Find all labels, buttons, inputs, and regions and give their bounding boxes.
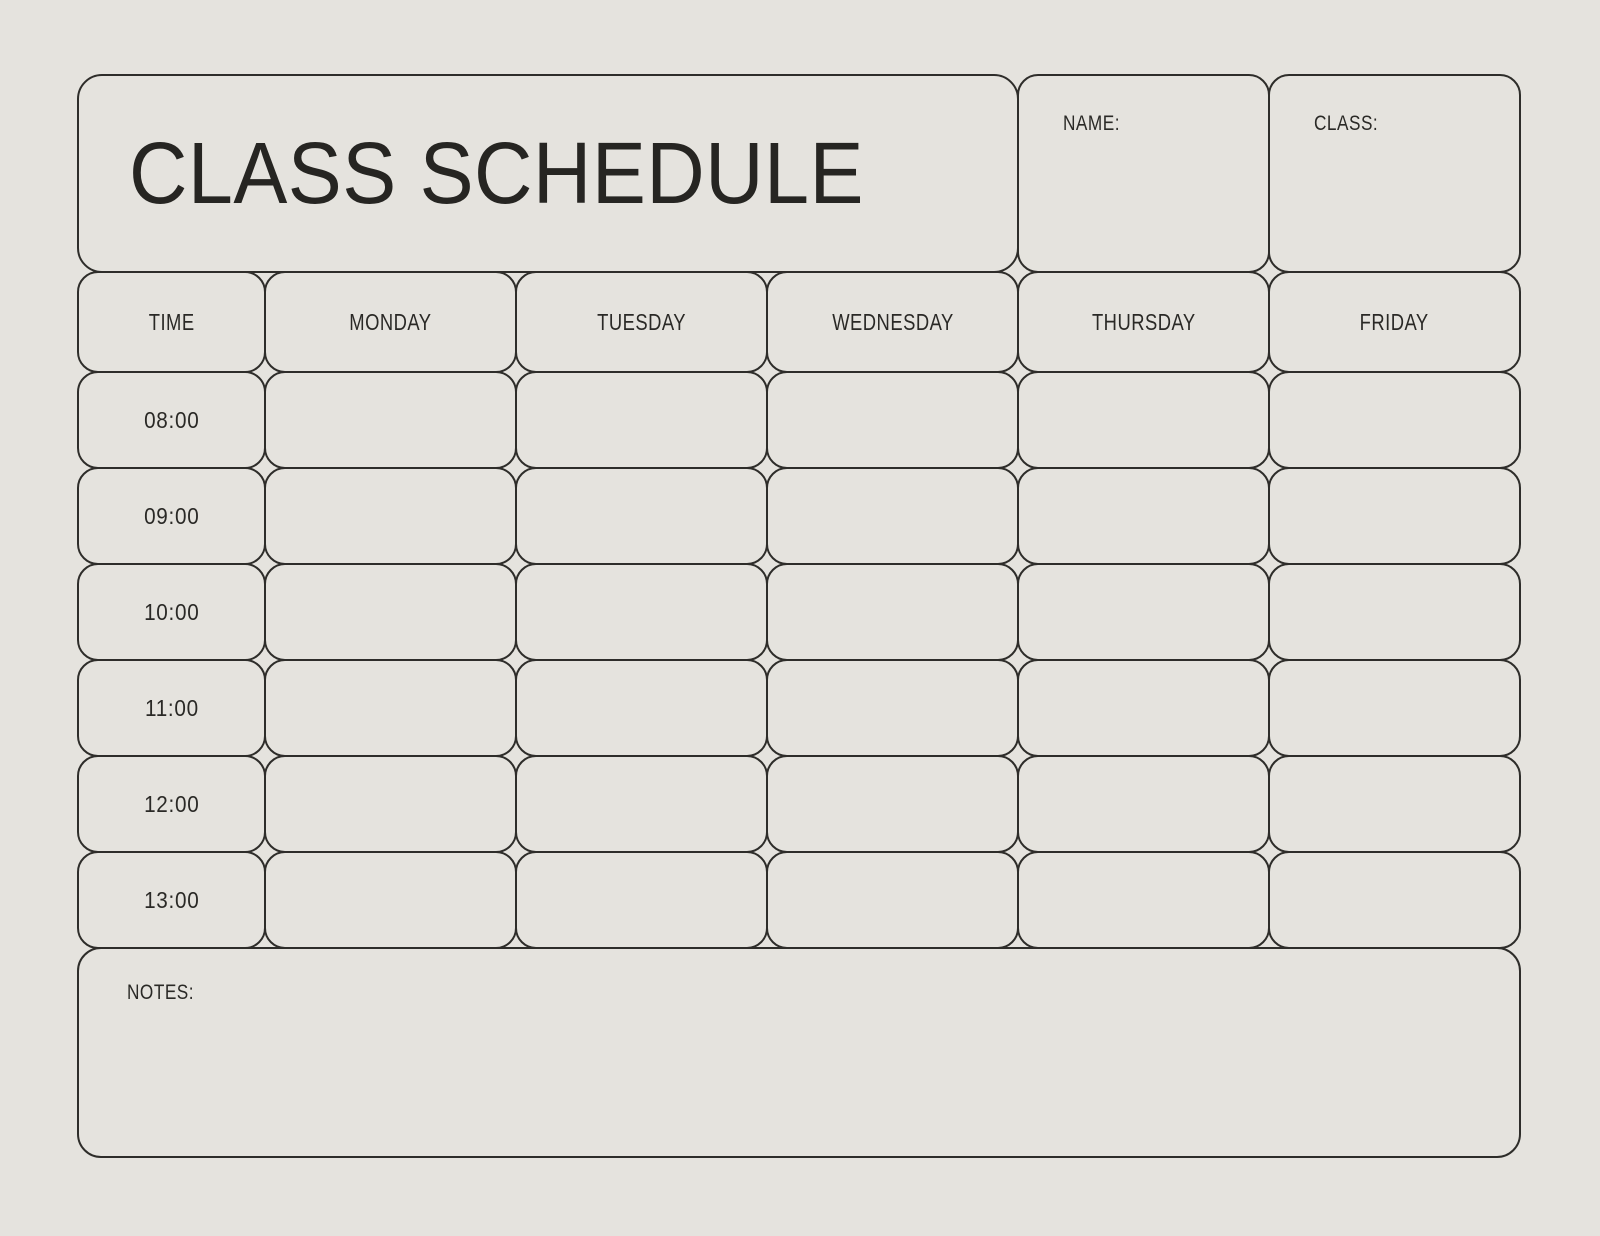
time-label: 11:00 xyxy=(144,694,199,721)
column-header-monday: MONDAY xyxy=(264,271,517,373)
column-header-label: TUESDAY xyxy=(597,308,686,335)
time-label: 12:00 xyxy=(143,790,200,817)
time-cell-1100: 11:00 xyxy=(77,659,266,757)
notes-label: NOTES: xyxy=(127,981,195,1004)
cell-tuesday-0900[interactable] xyxy=(515,467,768,565)
column-header-thursday: THURSDAY xyxy=(1017,271,1270,373)
cell-friday-1100[interactable] xyxy=(1268,659,1521,757)
cell-wednesday-0900[interactable] xyxy=(766,467,1019,565)
column-header-label: MONDAY xyxy=(349,308,432,335)
cell-monday-1200[interactable] xyxy=(264,755,517,853)
time-cell-0800: 08:00 xyxy=(77,371,266,469)
cell-monday-1100[interactable] xyxy=(264,659,517,757)
cell-wednesday-1100[interactable] xyxy=(766,659,1019,757)
cell-monday-0900[interactable] xyxy=(264,467,517,565)
cell-wednesday-0800[interactable] xyxy=(766,371,1019,469)
cell-tuesday-1100[interactable] xyxy=(515,659,768,757)
notes-box[interactable]: NOTES: xyxy=(77,947,1521,1158)
column-header-label: TIME xyxy=(148,308,195,335)
cell-friday-0800[interactable] xyxy=(1268,371,1521,469)
column-header-label: WEDNESDAY xyxy=(831,308,954,335)
class-box[interactable]: CLASS: xyxy=(1268,74,1521,273)
class-label: CLASS: xyxy=(1314,112,1379,135)
cell-thursday-0900[interactable] xyxy=(1017,467,1270,565)
name-label: NAME: xyxy=(1063,112,1121,135)
time-label: 09:00 xyxy=(143,502,200,529)
cell-thursday-1100[interactable] xyxy=(1017,659,1270,757)
column-header-tuesday: TUESDAY xyxy=(515,271,768,373)
cell-friday-1000[interactable] xyxy=(1268,563,1521,661)
schedule-grid: CLASS SCHEDULE NAME: CLASS: TIME MONDAY … xyxy=(77,74,1521,1158)
cell-thursday-0800[interactable] xyxy=(1017,371,1270,469)
page-title: CLASS SCHEDULE xyxy=(129,124,864,222)
time-cell-1000: 10:00 xyxy=(77,563,266,661)
cell-thursday-1200[interactable] xyxy=(1017,755,1270,853)
cell-monday-1000[interactable] xyxy=(264,563,517,661)
title-box: CLASS SCHEDULE xyxy=(77,74,1019,273)
cell-thursday-1000[interactable] xyxy=(1017,563,1270,661)
time-cell-1300: 13:00 xyxy=(77,851,266,949)
cell-monday-1300[interactable] xyxy=(264,851,517,949)
column-header-time: TIME xyxy=(77,271,266,373)
column-header-friday: FRIDAY xyxy=(1268,271,1521,373)
cell-monday-0800[interactable] xyxy=(264,371,517,469)
column-header-wednesday: WEDNESDAY xyxy=(766,271,1019,373)
cell-friday-1300[interactable] xyxy=(1268,851,1521,949)
cell-tuesday-1200[interactable] xyxy=(515,755,768,853)
cell-wednesday-1000[interactable] xyxy=(766,563,1019,661)
time-label: 08:00 xyxy=(143,406,200,433)
cell-tuesday-1000[interactable] xyxy=(515,563,768,661)
time-cell-0900: 09:00 xyxy=(77,467,266,565)
cell-wednesday-1300[interactable] xyxy=(766,851,1019,949)
cell-thursday-1300[interactable] xyxy=(1017,851,1270,949)
cell-tuesday-1300[interactable] xyxy=(515,851,768,949)
time-label: 13:00 xyxy=(143,886,200,913)
time-cell-1200: 12:00 xyxy=(77,755,266,853)
cell-tuesday-0800[interactable] xyxy=(515,371,768,469)
cell-wednesday-1200[interactable] xyxy=(766,755,1019,853)
time-label: 10:00 xyxy=(143,598,200,625)
cell-friday-0900[interactable] xyxy=(1268,467,1521,565)
cell-friday-1200[interactable] xyxy=(1268,755,1521,853)
column-header-label: THURSDAY xyxy=(1091,308,1196,335)
name-box[interactable]: NAME: xyxy=(1017,74,1270,273)
column-header-label: FRIDAY xyxy=(1359,308,1429,335)
